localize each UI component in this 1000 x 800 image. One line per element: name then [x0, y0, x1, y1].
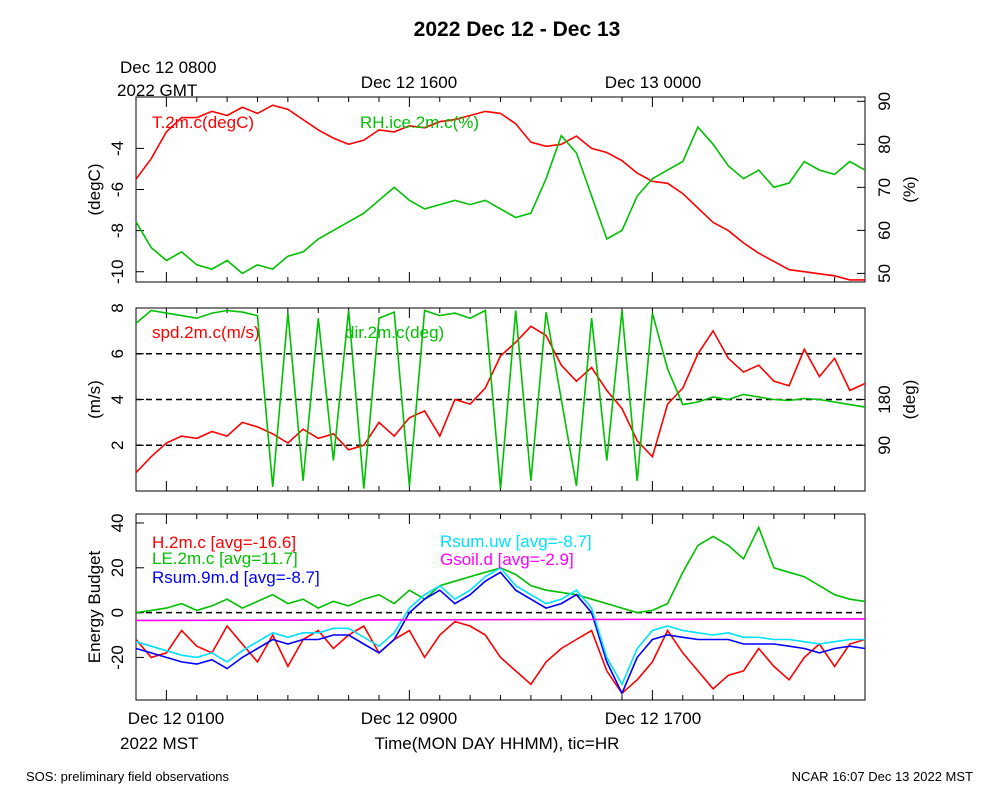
- y-axis-title-left: (m/s): [85, 380, 104, 419]
- legend-RH.ice.2m.c(%): RH.ice.2m.c(%): [360, 113, 479, 132]
- y-tick-label-left: 2: [108, 441, 127, 450]
- y-tick-label-left: -4: [108, 141, 127, 156]
- y-tick-label-right: 60: [875, 221, 894, 240]
- legend-Rsum.uw: Rsum.uw [avg=-8.7]: [440, 532, 592, 551]
- series-line-Gsoil.d: [135, 618, 866, 622]
- footer-right: NCAR 16:07 Dec 13 2022 MST: [792, 769, 973, 784]
- legend-spd.2m.c(m/s): spd.2m.c(m/s): [152, 323, 260, 342]
- legend-LE.2m.c: LE.2m.c [avg=11.7]: [152, 549, 298, 568]
- gmt-label-line2: 2022 GMT: [117, 81, 197, 100]
- legend-Gsoil.d: Gsoil.d [avg=-2.9]: [440, 550, 574, 569]
- y-tick-label-right: 70: [875, 178, 894, 197]
- y-axis-title-right: (deg): [900, 380, 919, 420]
- mst-label: 2022 MST: [120, 734, 198, 753]
- y-tick-label-left: 4: [108, 395, 127, 404]
- y-tick-label-left: 8: [108, 303, 127, 312]
- top-time-tick-1: Dec 12 1600: [361, 73, 457, 92]
- series-line-T.2m.c(degC): [135, 104, 865, 281]
- gmt-label-line1: Dec 12 0800: [120, 58, 216, 77]
- bottom-time-tick-2: Dec 12 0900: [361, 709, 457, 728]
- footer-left: SOS: preliminary field observations: [26, 769, 230, 784]
- legend-dir.2m.c(deg): dir.2m.c(deg): [345, 323, 444, 342]
- temperature-panel: -4 -6 -8 -10 90 80 70 60 50 (degC) (%) T.2m.c(degC)…: [85, 92, 919, 284]
- y-tick-label-left: -6: [108, 182, 127, 197]
- series-line-spd.2m.c(m/s): [135, 325, 866, 474]
- y-tick-label-right: 80: [875, 135, 894, 154]
- y-tick-label-left: 40: [108, 514, 127, 533]
- top-time-tick-2: Dec 13 0000: [605, 73, 701, 92]
- legend-H.2m.c: H.2m.c [avg=-16.6]: [152, 533, 296, 552]
- series-line-dir.2m.c(deg): [135, 309, 866, 489]
- y-tick-label-right: 90: [875, 92, 894, 111]
- legend-Rsum.9m.d: Rsum.9m.d [avg=-8.7]: [152, 568, 320, 587]
- x-axis-title: Time(MON DAY HHMM), tic=HR: [375, 734, 620, 753]
- y-tick-label-right: 180: [875, 385, 894, 413]
- y-tick-label-left: 6: [108, 349, 127, 358]
- legend-T.2m.c(degC): T.2m.c(degC): [152, 113, 254, 132]
- bottom-time-tick-3: Dec 12 1700: [605, 709, 701, 728]
- y-tick-label-left: -10: [108, 259, 127, 284]
- series-line-Rsum.9m.d: [135, 571, 866, 696]
- y-tick-label-right: 50: [875, 264, 894, 283]
- y-axis-title-right: (%): [900, 176, 919, 202]
- series-line-RH.ice.2m.c(%): [135, 125, 866, 275]
- y-tick-label-left: -8: [108, 223, 127, 238]
- y-tick-label-left: 20: [108, 558, 127, 577]
- y-axis-title-left: (degC): [85, 164, 104, 216]
- y-tick-label-left: 0: [108, 608, 127, 617]
- bottom-time-tick-1: Dec 12 0100: [128, 709, 224, 728]
- wind-panel: 8 6 4 2 180 90 (m/s) (deg) spd.2m.c(m/s) dir.2m.c…: [85, 303, 919, 492]
- chart-title: 2022 Dec 12 - Dec 13: [414, 18, 621, 41]
- y-axis-title-left: Energy Budget: [85, 550, 104, 663]
- series-line-H.2m.c: [135, 620, 866, 695]
- series-line-Rsum.uw: [135, 566, 865, 687]
- y-tick-label-right: 90: [875, 436, 894, 455]
- y-tick-label-left: -20: [108, 645, 127, 670]
